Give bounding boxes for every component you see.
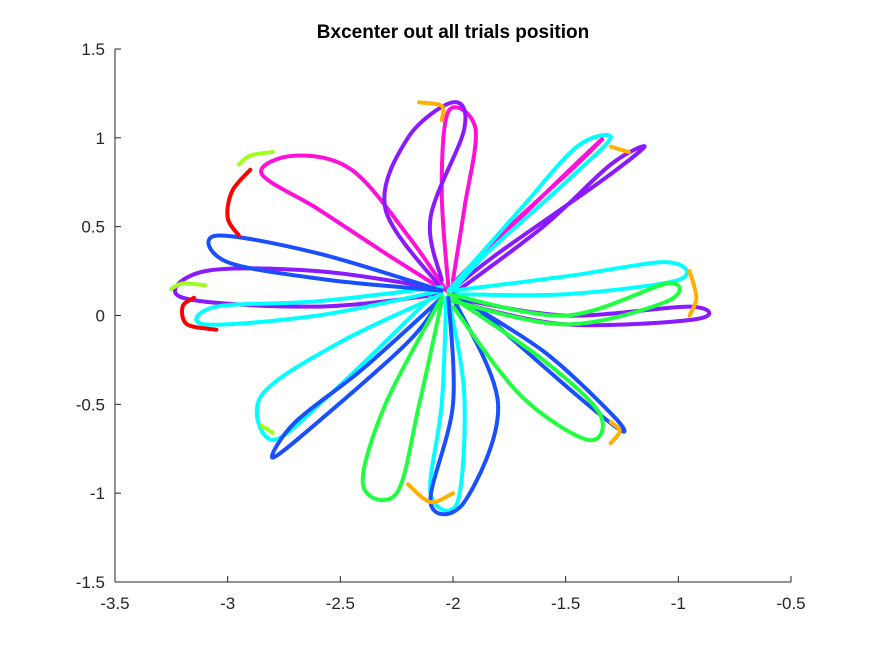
- x-tick-label: -1: [671, 594, 686, 613]
- trial-trajectory-line: [439, 105, 478, 291]
- y-tick-label: -1.5: [76, 573, 105, 592]
- chart-title: Bxcenter out all trials position: [317, 22, 589, 43]
- x-tick-label: -2.5: [326, 594, 355, 613]
- plot-lines: [169, 100, 712, 517]
- trial-trajectory-line: [446, 132, 613, 293]
- y-tick-label: 1.5: [81, 40, 105, 59]
- x-tick-label: -3: [220, 594, 235, 613]
- trial-trajectory-line: [180, 295, 219, 332]
- trial-trajectory-line: [360, 295, 444, 503]
- y-tick-label: 0.5: [81, 218, 105, 237]
- trial-trajectory-line: [236, 150, 275, 167]
- trial-trajectory-line: [687, 269, 699, 318]
- trial-trajectory-line: [194, 285, 444, 327]
- trial-trajectory-line: [451, 137, 605, 291]
- x-tick-label: -3.5: [100, 594, 129, 613]
- trial-trajectory-line: [206, 233, 444, 293]
- y-tick-label: -1: [90, 484, 105, 503]
- trial-trajectory-line: [382, 100, 468, 291]
- trial-trajectory-line: [451, 260, 690, 298]
- trial-trajectory-line: [254, 292, 444, 442]
- trial-trajectory-line: [169, 281, 208, 291]
- trial-trajectory-line: [225, 167, 253, 238]
- trial-trajectory-line: [608, 144, 631, 154]
- y-tick-label: 0: [96, 307, 105, 326]
- y-tick-label: -0.5: [76, 395, 105, 414]
- x-tick-label: -0.5: [776, 594, 805, 613]
- y-ticks: 1.5 1 0.5 0 -0.5 -1 -1.5: [76, 40, 121, 592]
- trial-trajectory-line: [451, 292, 627, 434]
- trial-trajectory-line: [608, 420, 622, 446]
- x-tick-label: -2: [445, 594, 460, 613]
- trial-trajectory-line: [417, 100, 446, 123]
- trial-trajectory-line: [259, 423, 275, 435]
- trial-trajectory-line: [269, 295, 444, 460]
- trial-trajectory-line: [428, 295, 501, 517]
- trial-trajectory-line: [451, 295, 605, 443]
- trial-trajectory-line: [405, 482, 455, 505]
- x-tick-label: -1.5: [551, 594, 580, 613]
- trial-trajectory-line: [428, 295, 467, 513]
- axes: -3.5 -3 -2.5 -2 -1.5 -1 -0.5 1.5 1 0.5 0 -0.5 -1 -1.…: [76, 40, 806, 613]
- x-ticks: -3.5 -3 -2.5 -2 -1.5 -1 -0.5: [100, 576, 806, 613]
- trial-trajectory-line: [446, 281, 682, 327]
- trial-trajectory-line: [259, 153, 449, 293]
- y-tick-label: 1: [96, 129, 105, 148]
- trial-trajectory-line: [451, 144, 647, 297]
